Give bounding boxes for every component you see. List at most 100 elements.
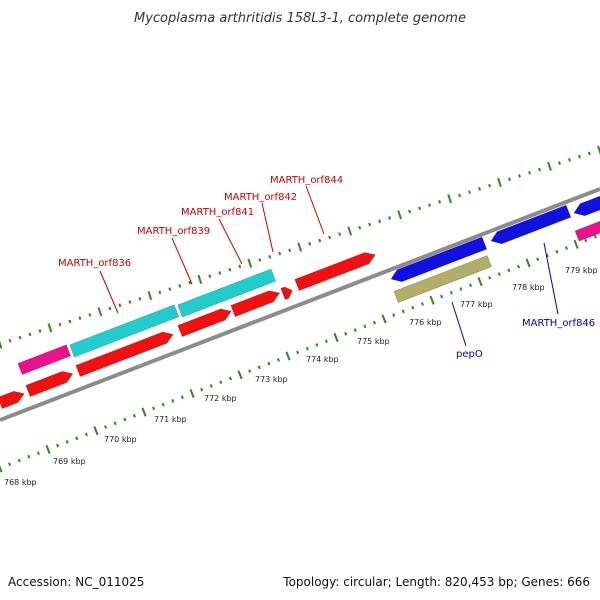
outer-track-tick	[378, 219, 382, 224]
gene-labels: MARTH_orf836 MARTH_orf839 MARTH_orf841 M…	[58, 175, 595, 360]
label-marth-orf846: MARTH_orf846	[522, 318, 595, 329]
inner-track-tick	[228, 376, 232, 381]
map-title: Mycoplasma arthritidis 158L3-1, complete…	[134, 11, 466, 26]
outer-track-tick	[268, 255, 272, 259]
outer-track-tick	[258, 258, 262, 262]
inner-track-tick	[248, 369, 252, 373]
outer-track-tick	[288, 248, 292, 253]
outer-track-tick	[458, 193, 462, 198]
inner-track-tick	[75, 436, 79, 441]
inner-track-tick	[420, 302, 424, 306]
label-marth-orf836: MARTH_orf836	[58, 258, 131, 269]
inner-track-tick	[296, 350, 300, 355]
genome-backbone	[0, 187, 600, 422]
magenta-gene-feature	[17, 344, 72, 375]
label-pepo: pepO	[456, 349, 483, 360]
inner-track-tick	[584, 238, 588, 243]
outer-track-tick	[188, 280, 192, 285]
outer-track-tick	[528, 170, 531, 175]
leader-marth-orf841	[218, 218, 243, 265]
inner-track-tick	[180, 395, 184, 399]
outer-track-tick	[278, 251, 282, 256]
accession-text: Accession: NC_011025	[8, 575, 144, 589]
outer-track-tick	[88, 313, 92, 317]
inner-track-tick	[536, 257, 540, 262]
outer-track-tick	[447, 194, 452, 204]
outer-track-tick	[308, 241, 312, 246]
outer-track-tick	[318, 238, 322, 243]
scale-label-777: 777 kbp	[460, 300, 493, 309]
inner-track-tick	[45, 444, 51, 454]
outer-track-tick	[228, 267, 232, 272]
outer-track-tick	[158, 290, 162, 295]
red-gene-feature-a	[0, 390, 25, 409]
outer-track-tick	[358, 225, 362, 230]
outer-track-tick	[128, 300, 132, 304]
scale-label-769: 769 kbp	[53, 457, 86, 466]
outer-track-tick	[497, 177, 502, 188]
inner-track-tick	[161, 402, 165, 407]
outer-track-tick	[238, 264, 242, 269]
inner-track-tick	[593, 234, 597, 239]
outer-track-tick	[0, 340, 3, 349]
outer-track-tick	[168, 287, 172, 291]
blue-gene-feature-2	[490, 204, 572, 245]
outer-track-tick	[588, 151, 591, 156]
inner-track-tick	[237, 370, 243, 380]
blue-gene-feature-1	[390, 236, 488, 283]
outer-track-tick	[518, 174, 521, 178]
inner-track-tick	[449, 290, 453, 295]
outer-track-tick	[78, 316, 82, 321]
scale-label-775: 775 kbp	[357, 337, 390, 346]
inner-track-tick	[381, 314, 387, 324]
outer-track-tick	[347, 226, 353, 236]
outer-track-tick	[418, 206, 422, 211]
cyan-gene-feature-1	[69, 304, 180, 358]
scale-label-778: 778 kbp	[512, 283, 545, 292]
inner-tick-track	[0, 234, 597, 473]
inner-track-tick	[497, 272, 501, 276]
label-marth-orf844: MARTH_orf844	[270, 175, 343, 186]
inner-track-tick	[132, 413, 136, 418]
pepo-gene-feature	[393, 255, 492, 303]
inner-track-tick	[525, 258, 531, 268]
outer-track-tick	[568, 157, 571, 162]
red-gene-feature-d	[177, 308, 232, 337]
red-gene-feature-e	[230, 290, 281, 317]
magenta-gene-feature-2	[574, 220, 600, 242]
inner-track-tick	[488, 276, 492, 280]
inner-track-tick	[363, 324, 367, 329]
outer-track-tick	[438, 199, 442, 204]
inner-track-tick	[56, 443, 60, 448]
inner-track-tick	[267, 361, 271, 366]
scale-label-776: 776 kbp	[409, 318, 442, 327]
outer-track-tick	[428, 203, 432, 207]
outer-track-tick	[28, 332, 32, 337]
outer-track-tick	[328, 235, 332, 240]
outer-track-tick	[97, 307, 103, 317]
outer-track-tick	[558, 161, 561, 165]
blue-gene-feature-3	[573, 195, 600, 217]
inner-track-tick	[141, 407, 147, 417]
inner-track-tick	[545, 253, 549, 258]
outer-tick-track	[0, 145, 600, 349]
outer-track-tick	[208, 274, 212, 279]
scale-label-779: 779 kbp	[565, 266, 598, 275]
leader-marth-orf836	[99, 270, 119, 314]
outer-track-tick	[597, 145, 600, 155]
inner-track-tick	[411, 305, 415, 310]
outer-track-tick	[58, 322, 62, 327]
inner-track-tick	[459, 287, 463, 291]
inner-track-tick	[555, 249, 559, 254]
inner-track-tick	[219, 380, 223, 385]
outer-track-tick	[368, 222, 372, 227]
scale-label-768: 768 kbp	[4, 478, 37, 487]
inner-track-tick	[429, 295, 435, 305]
inner-track-tick	[324, 339, 328, 344]
scale-label-772: 772 kbp	[204, 394, 237, 403]
outer-track-tick	[388, 216, 392, 220]
outer-track-tick	[297, 242, 303, 252]
inner-track-tick	[285, 351, 291, 361]
outer-track-tick	[108, 306, 112, 311]
